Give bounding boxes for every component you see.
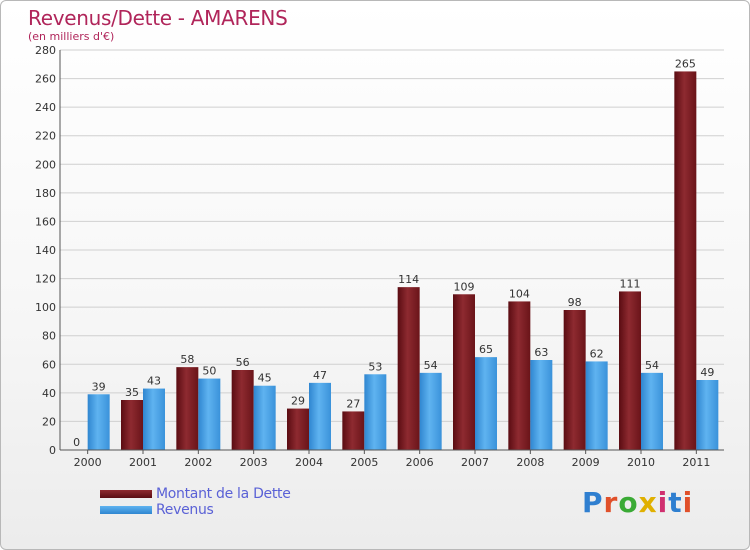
- y-tick-label: 40: [42, 387, 56, 400]
- data-label-debt: 114: [398, 273, 419, 286]
- x-tick-label: 2003: [240, 456, 268, 469]
- logo-letter: x: [638, 486, 658, 519]
- data-label-revenus: 54: [645, 359, 659, 372]
- x-tick-label: 2006: [406, 456, 434, 469]
- y-tick-label: 120: [35, 273, 56, 286]
- data-label-revenus: 50: [202, 365, 216, 378]
- x-tick-label: 2007: [461, 456, 489, 469]
- y-tick-label: 280: [35, 44, 56, 57]
- legend-item-revenus: Revenus: [100, 502, 291, 518]
- y-tick-label: 260: [35, 73, 56, 86]
- data-label-revenus: 49: [700, 366, 714, 379]
- chart-title: Revenus/Dette - AMARENS: [28, 6, 288, 30]
- y-tick-label: 60: [42, 358, 56, 371]
- data-label-debt: 265: [675, 57, 696, 70]
- x-tick-label: 2004: [295, 456, 323, 469]
- y-tick-label: 0: [49, 444, 56, 457]
- data-label-revenus: 43: [147, 375, 161, 388]
- data-label-debt: 104: [509, 287, 530, 300]
- data-label-revenus: 39: [92, 380, 106, 393]
- data-label-debt: 0: [73, 436, 80, 449]
- x-tick-label: 2001: [129, 456, 157, 469]
- x-tick-label: 2010: [627, 456, 655, 469]
- data-label-debt: 29: [291, 395, 305, 408]
- bar-revenus: [364, 374, 387, 450]
- legend-label-debt: Montant de la Dette: [156, 486, 291, 502]
- bar-revenus: [530, 360, 553, 450]
- x-tick-label: 2002: [184, 456, 212, 469]
- data-label-debt: 58: [180, 353, 194, 366]
- x-tick-label: 2000: [74, 456, 102, 469]
- bar-debt: [121, 400, 143, 450]
- bar-revenus: [419, 372, 442, 450]
- y-tick-label: 140: [35, 244, 56, 257]
- y-tick-label: 160: [35, 215, 56, 228]
- y-tick-label: 100: [35, 301, 56, 314]
- bar-debt: [176, 367, 199, 450]
- x-tick-label: 2008: [516, 456, 544, 469]
- legend-swatch-debt: [100, 490, 152, 498]
- bar-revenus: [198, 378, 221, 450]
- bar-debt: [342, 411, 365, 450]
- bar-revenus: [309, 382, 331, 450]
- logo-letter: o: [618, 486, 639, 519]
- bar-revenus: [253, 385, 276, 450]
- data-label-revenus: 63: [534, 346, 548, 359]
- data-label-revenus: 62: [590, 347, 604, 360]
- proxiti-logo: Proxiti: [582, 486, 693, 519]
- data-label-revenus: 53: [368, 360, 382, 373]
- bar-debt: [508, 301, 531, 450]
- data-label-debt: 111: [620, 277, 641, 290]
- y-tick-label: 180: [35, 187, 56, 200]
- bar-debt: [397, 287, 420, 450]
- bar-debt: [287, 408, 309, 450]
- logo-letter: i: [682, 486, 694, 519]
- logo-letter: t: [668, 486, 683, 519]
- x-tick-label: 2005: [350, 456, 378, 469]
- bar-revenus: [696, 380, 719, 450]
- bar-revenus: [87, 394, 110, 450]
- y-tick-label: 240: [35, 101, 56, 114]
- y-tick-label: 200: [35, 158, 56, 171]
- y-tick-label: 80: [42, 330, 56, 343]
- data-label-debt: 98: [568, 296, 582, 309]
- logo-letter: r: [603, 486, 619, 519]
- logo-letter: P: [582, 486, 604, 519]
- bar-revenus: [475, 357, 497, 450]
- logo-letter: i: [657, 486, 669, 519]
- bar-revenus: [585, 361, 608, 450]
- legend-swatch-revenus: [100, 506, 152, 514]
- bar-debt: [619, 291, 641, 450]
- bar-debt: [231, 370, 254, 450]
- y-tick-label: 20: [42, 415, 56, 428]
- legend-item-debt: Montant de la Dette: [100, 486, 291, 502]
- data-label-revenus: 65: [479, 343, 493, 356]
- y-tick-label: 220: [35, 130, 56, 143]
- data-label-debt: 56: [236, 356, 250, 369]
- data-label-debt: 27: [346, 397, 360, 410]
- bar-revenus: [641, 372, 663, 450]
- chart-subtitle: (en milliers d'€): [28, 30, 115, 43]
- legend-label-revenus: Revenus: [156, 502, 214, 518]
- data-label-revenus: 47: [313, 369, 327, 382]
- data-label-revenus: 45: [258, 372, 272, 385]
- chart-legend: Montant de la Dette Revenus: [100, 486, 291, 518]
- data-label-debt: 35: [125, 386, 139, 399]
- data-label-debt: 109: [454, 280, 475, 293]
- bar-revenus: [143, 388, 165, 450]
- bar-debt: [563, 310, 586, 450]
- x-tick-label: 2009: [572, 456, 600, 469]
- data-label-revenus: 54: [424, 359, 438, 372]
- bar-debt: [674, 71, 697, 450]
- x-tick-label: 2011: [682, 456, 710, 469]
- bar-debt: [453, 294, 475, 450]
